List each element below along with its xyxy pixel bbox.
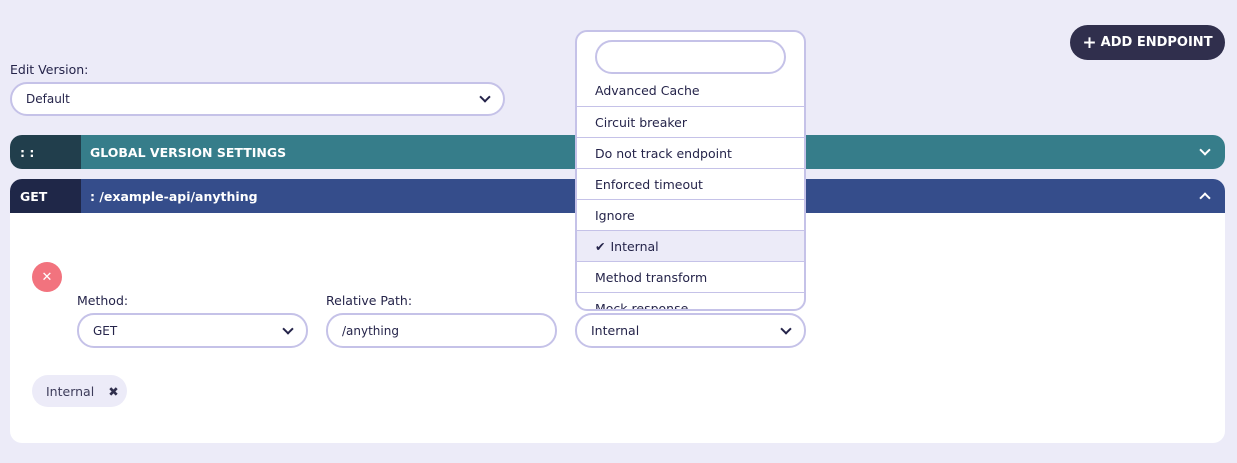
dropdown-option[interactable]: Advanced Cache xyxy=(577,74,804,107)
plugin-select[interactable]: Internal xyxy=(575,313,806,348)
relative-path-label: Relative Path: xyxy=(326,293,413,308)
chevron-down-icon xyxy=(1199,144,1211,156)
endpoint-path: : /example-api/anything xyxy=(90,188,258,204)
dropdown-option[interactable]: Circuit breaker xyxy=(577,107,804,138)
add-endpoint-button[interactable]: + ADD ENDPOINT xyxy=(1070,25,1225,60)
dropdown-option[interactable]: Do not track endpoint xyxy=(577,138,804,169)
check-icon: ✔ xyxy=(595,238,606,254)
dropdown-option[interactable]: Enforced timeout xyxy=(577,169,804,200)
plugin-value: Internal xyxy=(591,323,640,338)
global-settings-title: GLOBAL VERSION SETTINGS xyxy=(90,144,287,160)
relative-path-input[interactable]: /anything xyxy=(326,313,557,348)
version-value: Default xyxy=(26,92,70,106)
remove-endpoint-button[interactable]: ✕ xyxy=(32,262,62,292)
relative-path-value: /anything xyxy=(342,323,399,338)
dropdown-search-input[interactable] xyxy=(595,40,786,74)
version-select[interactable]: Default xyxy=(10,82,505,116)
method-select[interactable]: GET xyxy=(77,313,308,348)
method-badge: GET xyxy=(10,179,81,213)
option-label: Internal xyxy=(610,238,659,254)
plugin-tag: Internal ✖ xyxy=(32,375,127,407)
plus-icon: + xyxy=(1082,32,1097,53)
method-label: Method: xyxy=(77,293,129,308)
chevron-down-icon xyxy=(780,322,792,335)
chevron-up-icon xyxy=(1199,192,1211,204)
chevron-down-icon xyxy=(282,322,294,335)
drag-handle[interactable]: : : xyxy=(10,135,81,169)
dropdown-option[interactable]: Method transform xyxy=(577,262,804,293)
edit-version-label: Edit Version: xyxy=(10,62,89,77)
dropdown-option-selected[interactable]: ✔ Internal xyxy=(577,231,804,262)
close-icon: ✕ xyxy=(41,269,53,285)
method-value: GET xyxy=(93,323,118,338)
plugin-dropdown: Advanced Cache Circuit breaker Do not tr… xyxy=(575,30,806,311)
dropdown-option[interactable]: Mock response xyxy=(577,293,804,310)
chevron-down-icon xyxy=(479,91,491,103)
remove-tag-icon[interactable]: ✖ xyxy=(108,383,119,399)
tag-label: Internal xyxy=(46,383,95,399)
dropdown-option[interactable]: Ignore xyxy=(577,200,804,231)
